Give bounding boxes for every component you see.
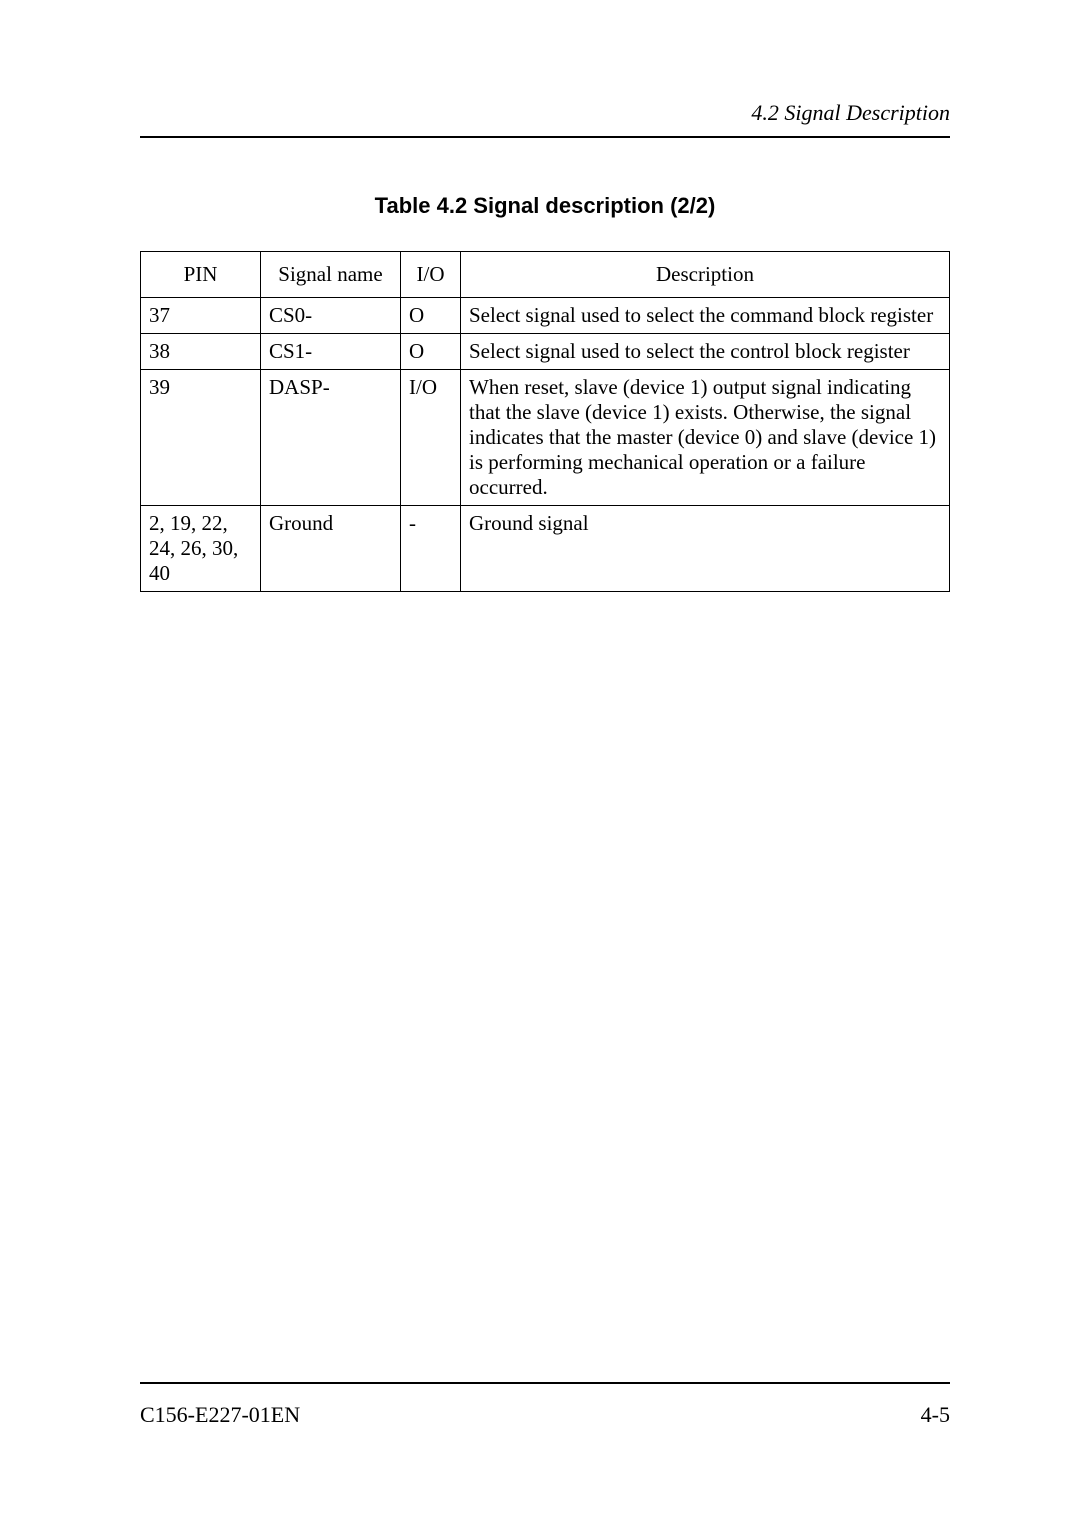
signal-description-table: PIN Signal name I/O Description 37 CS0- … (140, 251, 950, 592)
col-header-signal-name: Signal name (261, 252, 401, 298)
table-caption: Table 4.2 Signal description (2/2) (140, 193, 950, 219)
header-rule (140, 136, 950, 138)
footer-rule (140, 1382, 950, 1384)
cell-signal-name: CS1- (261, 334, 401, 370)
cell-io: O (401, 298, 461, 334)
cell-description: Select signal used to select the command… (461, 298, 950, 334)
table-header-row: PIN Signal name I/O Description (141, 252, 950, 298)
table-row: 39 DASP- I/O When reset, slave (device 1… (141, 370, 950, 506)
cell-pin: 38 (141, 334, 261, 370)
cell-io: O (401, 334, 461, 370)
table-row: 38 CS1- O Select signal used to select t… (141, 334, 950, 370)
cell-pin: 39 (141, 370, 261, 506)
cell-signal-name: Ground (261, 506, 401, 592)
table-row: 37 CS0- O Select signal used to select t… (141, 298, 950, 334)
table-body: 37 CS0- O Select signal used to select t… (141, 298, 950, 592)
col-header-description: Description (461, 252, 950, 298)
running-header: 4.2 Signal Description (140, 100, 950, 136)
cell-signal-name: DASP- (261, 370, 401, 506)
col-header-pin: PIN (141, 252, 261, 298)
cell-description: Ground signal (461, 506, 950, 592)
section-label: 4.2 Signal Description (751, 100, 950, 125)
cell-pin: 37 (141, 298, 261, 334)
col-header-io: I/O (401, 252, 461, 298)
page: 4.2 Signal Description Table 4.2 Signal … (140, 100, 950, 1428)
cell-pin: 2, 19, 22, 24, 26, 30, 40 (141, 506, 261, 592)
cell-io: - (401, 506, 461, 592)
table-row: 2, 19, 22, 24, 26, 30, 40 Ground - Groun… (141, 506, 950, 592)
cell-description: Select signal used to select the control… (461, 334, 950, 370)
footer-doc-id: C156-E227-01EN (140, 1402, 300, 1428)
cell-description: When reset, slave (device 1) output sign… (461, 370, 950, 506)
page-footer: C156-E227-01EN 4-5 (140, 1382, 950, 1428)
table-header: PIN Signal name I/O Description (141, 252, 950, 298)
footer-row: C156-E227-01EN 4-5 (140, 1402, 950, 1428)
footer-page-number: 4-5 (921, 1402, 950, 1428)
cell-io: I/O (401, 370, 461, 506)
cell-signal-name: CS0- (261, 298, 401, 334)
